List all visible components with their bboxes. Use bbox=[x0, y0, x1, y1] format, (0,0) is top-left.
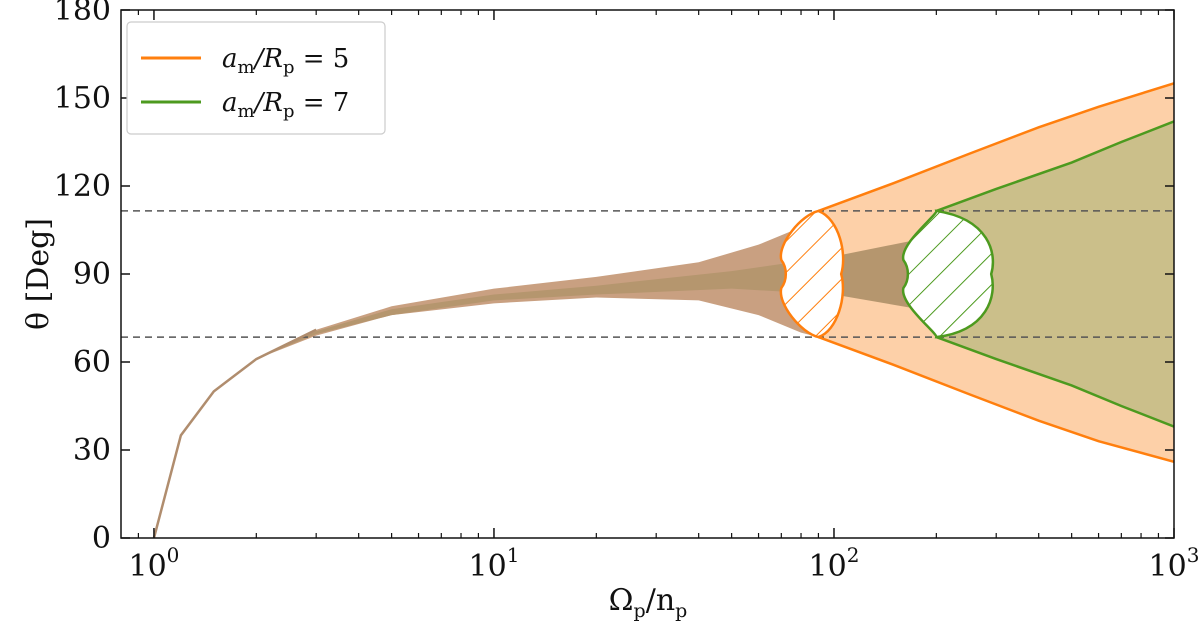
series-1-lower-line bbox=[935, 335, 1174, 428]
hatch-regions bbox=[779, 209, 995, 339]
series-1-upper-line bbox=[935, 120, 1174, 213]
hatch-region-0 bbox=[779, 209, 845, 339]
legend-box bbox=[126, 21, 386, 135]
y-tick-label-180: 180 bbox=[54, 0, 111, 28]
series-lines bbox=[152, 82, 1174, 538]
x-axis-slash: /n bbox=[646, 583, 675, 618]
y-tick-label-30: 30 bbox=[73, 433, 111, 468]
x-axis-n-sub: p bbox=[675, 600, 687, 622]
x-tick-label-10: 101 bbox=[469, 543, 520, 584]
y-tick-label-90: 90 bbox=[73, 257, 111, 292]
y-tick-label-0: 0 bbox=[92, 521, 111, 556]
y-axis-label: θ [Deg] bbox=[21, 218, 56, 330]
x-axis-label: Ωp/np bbox=[609, 583, 688, 622]
series-0-lower-line bbox=[817, 335, 1174, 463]
x-tick-label-1: 100 bbox=[128, 543, 179, 584]
series-0-upper-line bbox=[817, 82, 1174, 213]
y-tick-label-120: 120 bbox=[54, 169, 111, 204]
x-ticks: 100 101 102 103 bbox=[128, 10, 1199, 584]
x-axis-omega: Ω bbox=[609, 583, 634, 618]
y-tick-label-60: 60 bbox=[73, 345, 111, 380]
band-inner bbox=[153, 235, 937, 538]
legend: am/Rp = 5 am/Rp = 7 bbox=[126, 21, 386, 135]
legend-label-1: am/Rp = 7 bbox=[222, 88, 349, 122]
reference-lines bbox=[121, 210, 1174, 338]
y-tick-label-150: 150 bbox=[54, 81, 111, 116]
base-curve bbox=[152, 328, 317, 538]
y-ticks: 0 30 60 90 120 150 180 bbox=[54, 0, 1174, 556]
x-tick-label-100: 102 bbox=[809, 543, 860, 584]
bands bbox=[153, 83, 1174, 538]
x-axis-omega-sub: p bbox=[634, 600, 646, 622]
band-outer bbox=[153, 210, 819, 538]
band-a7-outer bbox=[936, 121, 1174, 427]
hatch-region-1 bbox=[902, 209, 995, 339]
legend-label-0: am/Rp = 5 bbox=[222, 44, 349, 78]
x-tick-label-1000: 103 bbox=[1149, 543, 1200, 584]
